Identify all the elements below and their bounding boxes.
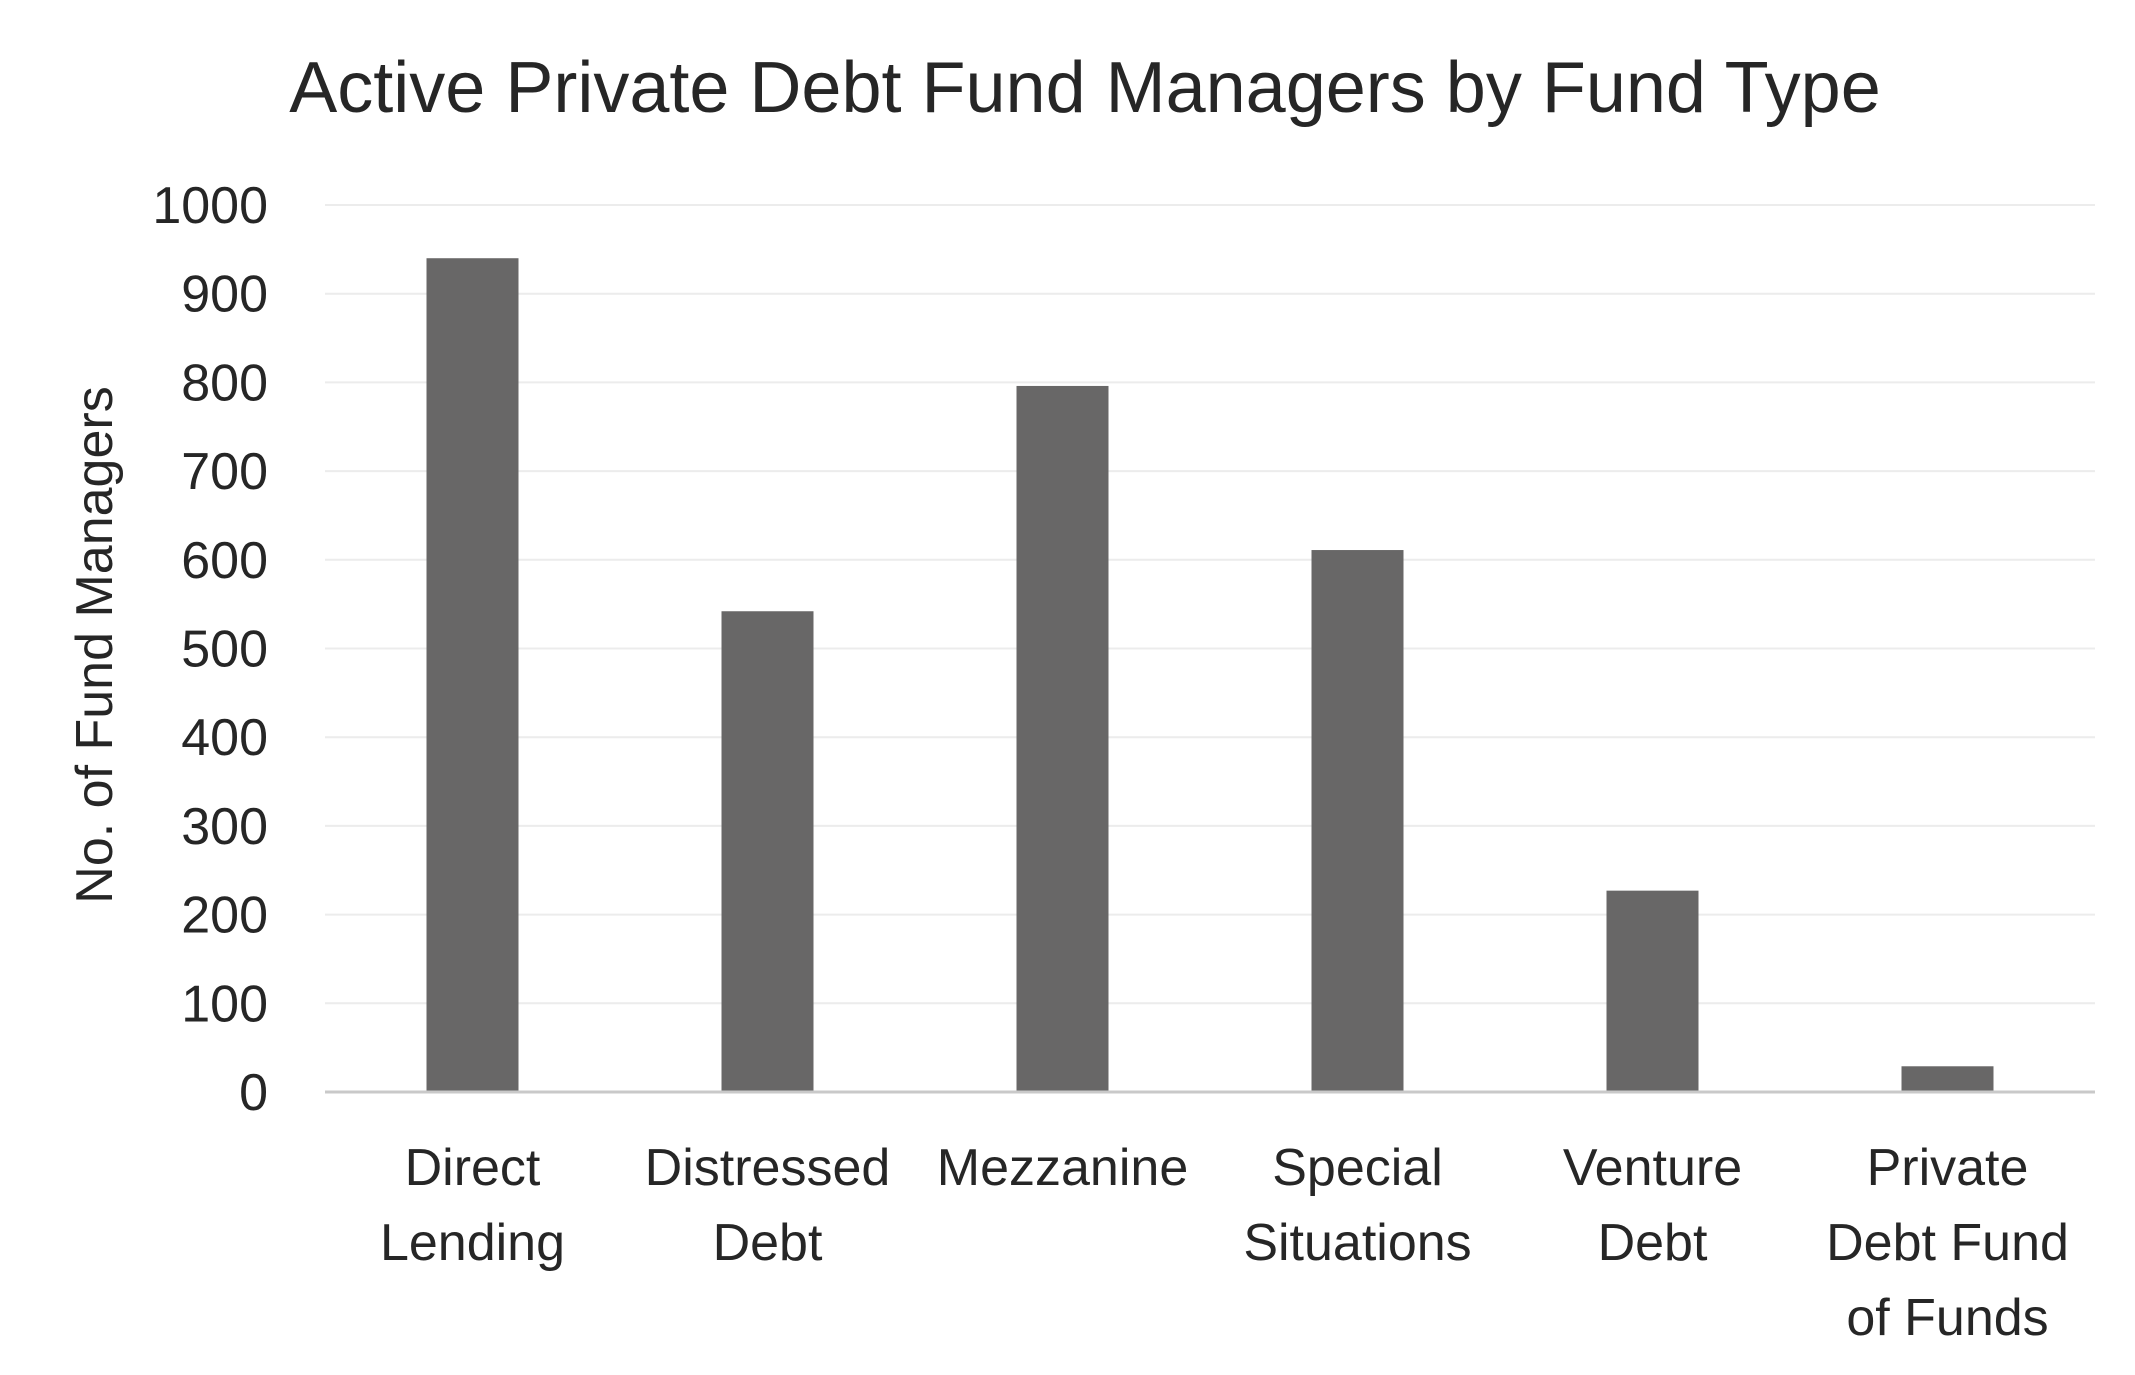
y-tick-label: 300 <box>181 798 268 856</box>
x-category-label: Venture Debt <box>1563 1139 1742 1272</box>
gridlines <box>325 204 2095 1005</box>
y-tick-label: 900 <box>181 266 268 324</box>
bars <box>426 258 1994 1093</box>
bar <box>1016 385 1109 1092</box>
y-tick-label: 600 <box>181 532 268 590</box>
x-category-label: Special Situations <box>1243 1139 1471 1272</box>
x-category-label-line: Debt <box>713 1214 823 1272</box>
x-category-label-line: Debt <box>1598 1214 1708 1272</box>
y-tick-label: 800 <box>181 354 268 412</box>
x-category-label-line: of Funds <box>1846 1289 2048 1347</box>
x-category-label-line: Lending <box>380 1214 565 1272</box>
y-axis-title: No. of Fund Managers <box>66 386 124 903</box>
x-category-label: Direct Lending <box>380 1139 565 1272</box>
bar <box>721 611 814 1092</box>
x-category-label: Mezzanine <box>937 1139 1188 1197</box>
bar <box>1606 890 1699 1092</box>
bar <box>1311 550 1404 1092</box>
y-tick-label: 0 <box>239 1064 268 1122</box>
x-category-label-line: Private <box>1867 1139 2029 1197</box>
bar <box>426 258 519 1093</box>
x-category-label-line: Mezzanine <box>937 1139 1188 1197</box>
x-category-label: Distressed Debt <box>645 1139 891 1272</box>
bar <box>1901 1066 1994 1092</box>
x-category-label-line: Special <box>1272 1139 1443 1197</box>
y-tick-label: 1000 <box>152 177 268 235</box>
x-category-label-line: Direct <box>405 1139 541 1197</box>
x-axis-category-labels: Direct Lending Distressed Debt Mezzanine Spec… <box>380 1139 2069 1347</box>
y-tick-label: 700 <box>181 443 268 501</box>
y-tick-label: 200 <box>181 887 268 945</box>
x-category-label-line: Distressed <box>645 1139 891 1197</box>
y-tick-label: 100 <box>181 975 268 1033</box>
x-category-label: Private Debt Fund of Funds <box>1826 1139 2069 1347</box>
x-category-label-line: Venture <box>1563 1139 1742 1197</box>
y-axis-ticks: 0 100 200 300 400 500 600 700 800 900 1000 <box>152 177 268 1122</box>
chart-title: Active Private Debt Fund Managers by Fun… <box>289 48 1881 128</box>
y-tick-label: 400 <box>181 709 268 767</box>
y-tick-label: 500 <box>181 621 268 679</box>
x-category-label-line: Debt Fund <box>1826 1214 2069 1272</box>
x-category-label-line: Situations <box>1243 1214 1471 1272</box>
